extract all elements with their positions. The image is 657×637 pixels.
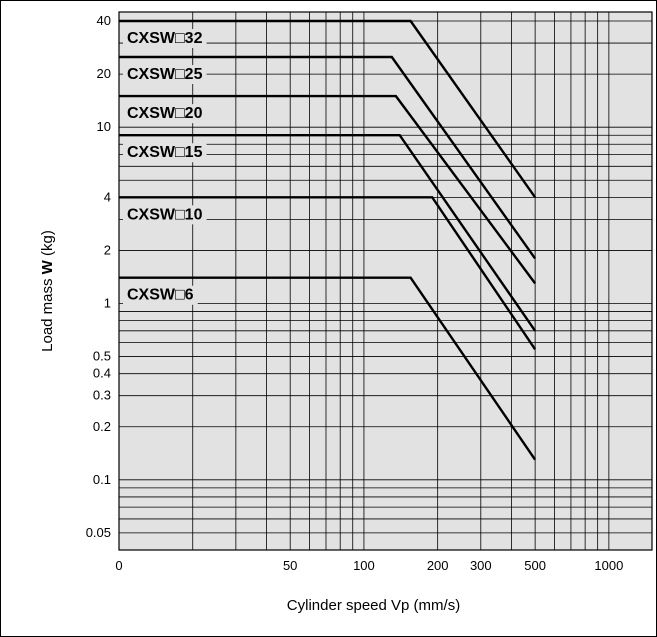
y-axis-title-unit: (kg) bbox=[39, 230, 56, 260]
x-tick-label: 0 bbox=[115, 558, 122, 573]
series-label-bg bbox=[123, 205, 207, 225]
series-label-bg bbox=[123, 65, 207, 85]
series-label-bg bbox=[123, 143, 207, 163]
series-line bbox=[119, 133, 537, 332]
series-label-group: CXSW□15 bbox=[123, 143, 207, 163]
y-tick-label: 0.4 bbox=[93, 366, 111, 381]
x-tick-label: 50 bbox=[283, 558, 297, 573]
y-tick-label: 10 bbox=[97, 119, 111, 134]
series-line bbox=[119, 19, 537, 198]
plot-area bbox=[119, 12, 652, 550]
y-tick-label: 0.5 bbox=[93, 349, 111, 364]
series-label-bg bbox=[123, 104, 207, 124]
y-axis-title-part: Load mass bbox=[39, 274, 56, 352]
x-tick-label: 100 bbox=[353, 558, 375, 573]
x-tick-label: 1000 bbox=[594, 558, 623, 573]
y-tick-label: 2 bbox=[104, 242, 111, 257]
series-line bbox=[119, 196, 537, 350]
series-label-bg bbox=[123, 29, 207, 49]
x-axis-title: Cylinder speed Vp (mm/s) bbox=[287, 597, 460, 614]
series-label-group: CXSW□32 bbox=[123, 29, 207, 49]
series-label: CXSW□25 bbox=[127, 66, 203, 83]
series-label-group: CXSW□10 bbox=[123, 205, 207, 225]
y-tick-label: 0.05 bbox=[86, 525, 111, 540]
series-line bbox=[119, 55, 537, 260]
series-label: CXSW□10 bbox=[127, 206, 203, 223]
series-label-group: CXSW□20 bbox=[123, 104, 207, 124]
series-label: CXSW□32 bbox=[127, 30, 203, 47]
x-tick-label: 200 bbox=[427, 558, 449, 573]
series-lines bbox=[119, 19, 537, 461]
x-tick-label: 300 bbox=[470, 558, 492, 573]
series-label-bg bbox=[123, 285, 198, 305]
y-tick-label: 4 bbox=[104, 189, 111, 204]
series-line bbox=[119, 276, 537, 461]
y-tick-label: 0.2 bbox=[93, 419, 111, 434]
y-tick-labels: 0.05 0.1 0.2 0.3 0.4 0.5 1 2 4 10 20 40 bbox=[86, 13, 111, 540]
plot-border bbox=[118, 11, 653, 551]
series-labels: CXSW□32 CXSW□25 CXSW□20 CXSW□15 CXSW□10 CXSW□… bbox=[123, 29, 207, 305]
y-axis-title: Load mass W (kg) bbox=[39, 230, 56, 352]
series-label: CXSW□6 bbox=[127, 287, 194, 304]
x-tick-labels: 0 50 100 200 300 500 1000 bbox=[115, 558, 623, 573]
series-label-group: CXSW□25 bbox=[123, 65, 207, 85]
series-label: CXSW□20 bbox=[127, 105, 203, 122]
y-tick-label: 0.1 bbox=[93, 472, 111, 487]
series-line bbox=[119, 94, 537, 285]
y-axis-title-symbol: W bbox=[39, 259, 56, 274]
series-label-group: CXSW□6 bbox=[123, 285, 198, 305]
y-tick-label: 20 bbox=[97, 66, 111, 81]
y-tick-label: 1 bbox=[104, 296, 111, 311]
grid-lines bbox=[119, 12, 652, 550]
y-tick-label: 0.3 bbox=[93, 388, 111, 403]
series-label: CXSW□15 bbox=[127, 144, 203, 161]
y-tick-label: 40 bbox=[97, 13, 111, 28]
x-tick-label: 500 bbox=[524, 558, 546, 573]
